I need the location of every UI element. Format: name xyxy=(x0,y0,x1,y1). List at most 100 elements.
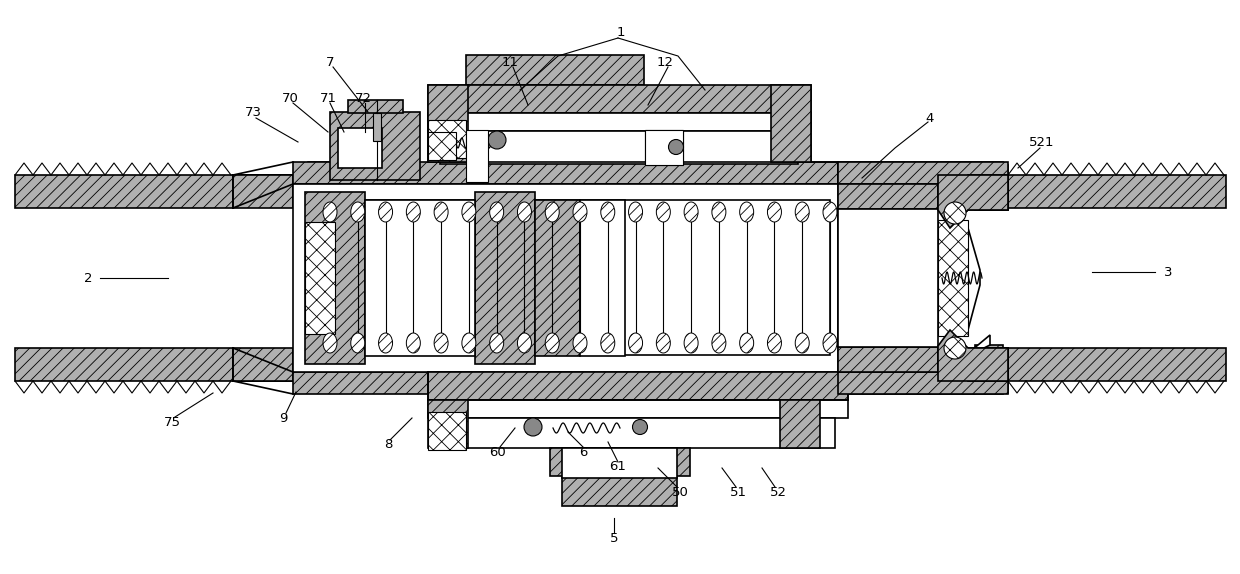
Ellipse shape xyxy=(434,202,448,222)
Ellipse shape xyxy=(600,202,615,222)
Ellipse shape xyxy=(461,202,476,222)
Bar xyxy=(780,400,820,448)
Ellipse shape xyxy=(378,333,393,353)
Text: 75: 75 xyxy=(164,416,181,429)
Ellipse shape xyxy=(351,333,365,353)
Bar xyxy=(562,476,677,506)
Bar xyxy=(838,372,1003,394)
Ellipse shape xyxy=(407,202,420,222)
Bar xyxy=(838,184,937,209)
Polygon shape xyxy=(839,184,990,372)
Bar xyxy=(15,175,233,208)
Bar xyxy=(348,100,403,113)
Ellipse shape xyxy=(768,202,781,222)
Ellipse shape xyxy=(684,202,698,222)
Text: 9: 9 xyxy=(279,412,288,425)
Bar xyxy=(428,85,467,162)
Text: 60: 60 xyxy=(490,445,506,459)
Polygon shape xyxy=(838,210,980,346)
Ellipse shape xyxy=(434,333,448,353)
Polygon shape xyxy=(233,373,440,393)
Text: 70: 70 xyxy=(281,91,299,104)
Ellipse shape xyxy=(944,202,966,224)
Polygon shape xyxy=(233,162,440,183)
Bar xyxy=(838,209,937,347)
Ellipse shape xyxy=(629,333,642,353)
Ellipse shape xyxy=(573,333,587,353)
Ellipse shape xyxy=(378,202,393,222)
Text: 72: 72 xyxy=(355,91,372,104)
Ellipse shape xyxy=(525,418,542,436)
Bar xyxy=(293,372,838,394)
Text: 1: 1 xyxy=(616,25,625,38)
Bar xyxy=(838,347,937,372)
Bar xyxy=(428,113,811,131)
Ellipse shape xyxy=(712,202,725,222)
Bar xyxy=(428,372,848,400)
Bar xyxy=(534,200,580,356)
Ellipse shape xyxy=(461,333,476,353)
Ellipse shape xyxy=(322,202,337,222)
Text: 11: 11 xyxy=(501,56,518,68)
Bar xyxy=(771,85,811,162)
Bar xyxy=(365,200,475,356)
Text: 73: 73 xyxy=(244,107,262,119)
Ellipse shape xyxy=(629,202,642,222)
Bar xyxy=(645,130,683,165)
Bar xyxy=(15,348,233,381)
Text: 2: 2 xyxy=(84,272,92,285)
Ellipse shape xyxy=(795,202,810,222)
Text: 6: 6 xyxy=(579,445,588,459)
Bar xyxy=(339,128,382,168)
Bar xyxy=(233,175,293,208)
Polygon shape xyxy=(838,345,1003,381)
Ellipse shape xyxy=(517,202,532,222)
Text: 521: 521 xyxy=(1029,137,1055,149)
Text: 61: 61 xyxy=(610,460,626,474)
Polygon shape xyxy=(950,175,1008,220)
Ellipse shape xyxy=(656,202,671,222)
Bar xyxy=(305,222,335,334)
Bar xyxy=(330,200,830,355)
Text: 5: 5 xyxy=(610,532,619,545)
Ellipse shape xyxy=(546,202,559,222)
Bar xyxy=(428,400,467,448)
Bar xyxy=(293,162,838,184)
Ellipse shape xyxy=(632,420,647,435)
Bar xyxy=(466,55,644,85)
Text: 52: 52 xyxy=(770,486,786,498)
Bar xyxy=(305,192,365,364)
Polygon shape xyxy=(937,175,1008,228)
Bar xyxy=(475,192,534,364)
Bar xyxy=(293,184,838,372)
Bar xyxy=(428,132,456,160)
Ellipse shape xyxy=(823,333,837,353)
Ellipse shape xyxy=(546,333,559,353)
Bar xyxy=(838,162,1003,184)
Ellipse shape xyxy=(823,202,837,222)
Bar xyxy=(428,412,466,450)
Polygon shape xyxy=(937,330,1008,381)
Bar xyxy=(838,372,1008,394)
Bar xyxy=(233,348,293,381)
Polygon shape xyxy=(838,175,1003,210)
Bar xyxy=(330,112,420,180)
Ellipse shape xyxy=(351,202,365,222)
Text: 7: 7 xyxy=(326,56,335,68)
Ellipse shape xyxy=(490,202,503,222)
Ellipse shape xyxy=(740,333,754,353)
Bar xyxy=(1008,175,1226,208)
Bar xyxy=(562,448,677,478)
Ellipse shape xyxy=(712,333,725,353)
Bar xyxy=(1003,175,1008,208)
Ellipse shape xyxy=(489,131,506,149)
Text: 12: 12 xyxy=(656,56,673,68)
Bar xyxy=(428,120,466,158)
Polygon shape xyxy=(839,165,1008,210)
Bar xyxy=(1008,348,1226,381)
Ellipse shape xyxy=(490,333,503,353)
Ellipse shape xyxy=(668,139,683,154)
Bar xyxy=(551,448,689,476)
Bar xyxy=(373,113,381,141)
Ellipse shape xyxy=(944,337,966,359)
